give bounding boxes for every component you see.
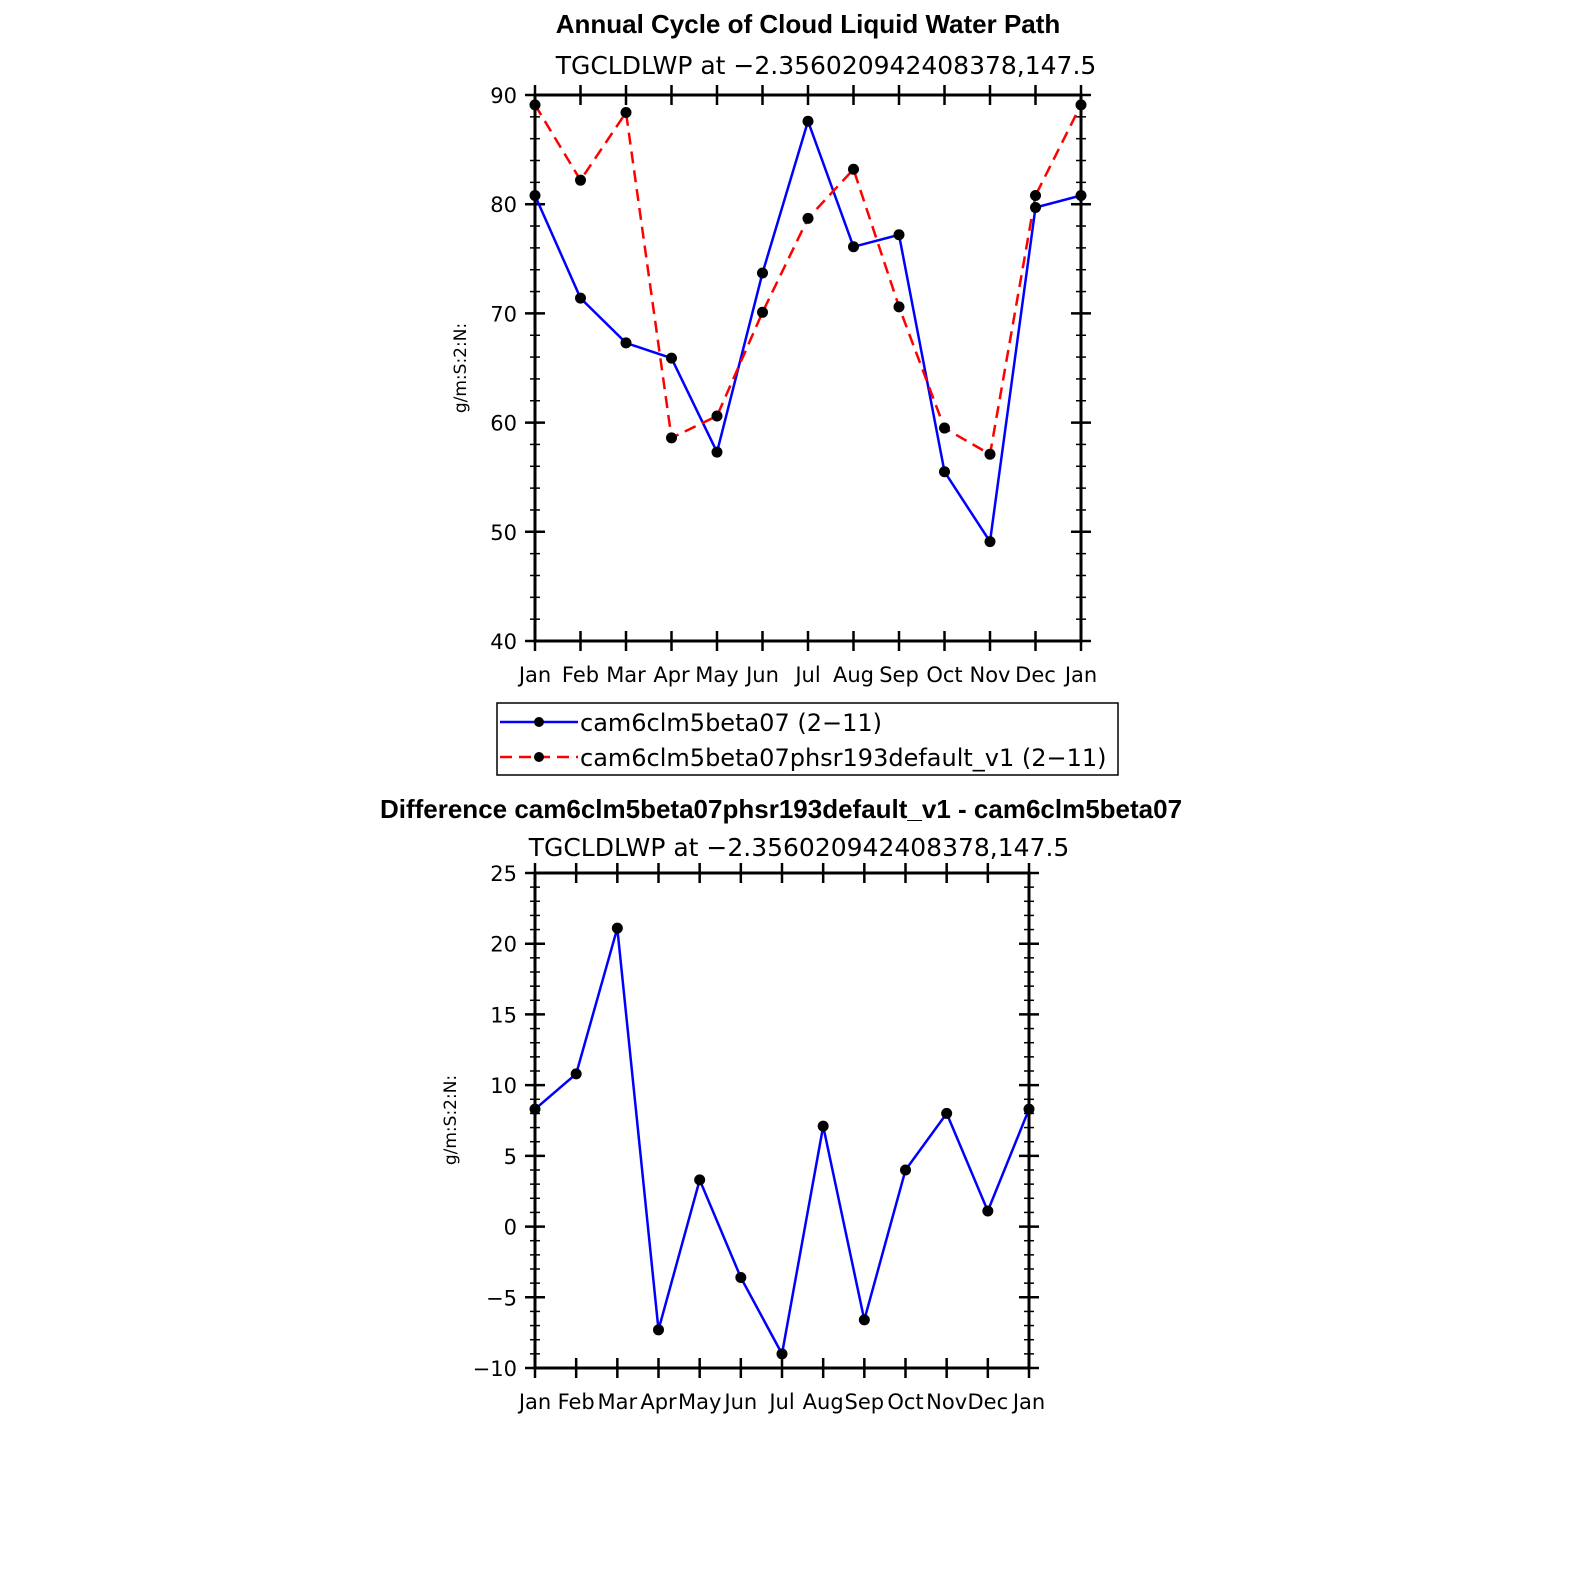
chart2-ylabel: g/m:S:2:N: xyxy=(441,1075,461,1165)
chart2-series-1-point xyxy=(694,1174,706,1186)
chart1-xtick-label: Jan xyxy=(1063,663,1097,687)
chart1-xtick-label: Dec xyxy=(1015,663,1056,687)
chart1-series-1-point xyxy=(1030,201,1041,213)
chart2-xtick-label: May xyxy=(678,1390,721,1414)
chart1-ytick-label: 70 xyxy=(490,302,517,326)
chart1-xtick-label: Mar xyxy=(606,663,646,687)
chart1-frame xyxy=(533,93,1083,643)
chart2-xtick-label: Oct xyxy=(887,1390,923,1414)
chart2-ytick-label: −10 xyxy=(473,1357,517,1381)
chart1-xtick-label: Feb xyxy=(562,663,599,687)
chart1-series-1-point xyxy=(575,292,586,304)
chart1-ytick-label: 90 xyxy=(490,84,517,108)
chart1-series-2-point xyxy=(575,174,586,186)
chart1-series-2-point xyxy=(757,306,768,318)
chart2-series-1-point xyxy=(982,1205,994,1217)
chart1-ytick-label: 50 xyxy=(490,521,517,545)
chart2-ytick-label: 20 xyxy=(490,933,517,957)
chart2-series-1-point xyxy=(817,1120,829,1132)
chart2-xtick-label: Jul xyxy=(767,1390,794,1414)
chart1-series-2-point xyxy=(529,99,541,111)
chart1-xtick-label: Apr xyxy=(653,663,690,687)
chart2-series-1-point xyxy=(570,1068,582,1080)
chart1-ylabel: g/m:S:2:N: xyxy=(451,323,471,413)
chart2-title: Difference cam6clm5beta07phsr193default_… xyxy=(380,794,1182,824)
chart2-subtitle: TGCLDLWP at −2.356020942408378,147.5 xyxy=(528,833,1070,862)
chart2-ytick-label: 10 xyxy=(490,1074,517,1098)
chart2-series-1-point xyxy=(735,1271,747,1283)
chart1-xtick-label: Aug xyxy=(833,663,874,687)
chart1-series-1-point xyxy=(848,241,859,253)
chart1-ytick-label: 60 xyxy=(490,412,517,436)
chart2-xtick-label: Aug xyxy=(803,1390,844,1414)
legend-label-series-1: cam6clm5beta07 (2−11) xyxy=(580,709,882,737)
chart2-xtick-label: Nov xyxy=(926,1390,967,1414)
chart2-series-1-point xyxy=(858,1314,870,1326)
chart1-series-1-point xyxy=(757,267,768,279)
chart1-series-1-point xyxy=(939,466,950,478)
chart2-series-1-point xyxy=(1023,1103,1035,1115)
chart1-series-2-point xyxy=(1030,189,1041,201)
chart1-plot: 40 50 60 70 80 90 Jan Feb Mar Apr May Jun Jul Aug Sep O… xyxy=(490,84,1097,687)
chart1-series-2-line xyxy=(533,104,1083,457)
chart2-series-1-point xyxy=(776,1348,788,1360)
chart1-series-2-point xyxy=(939,422,950,434)
legend-marker-series-2 xyxy=(534,752,544,762)
chart2-plot: −10 −5 0 5 10 15 20 25 Jan Feb Mar Apr May Jun Jul Aug S… xyxy=(473,862,1046,1414)
chart1-series-2-point xyxy=(848,163,859,175)
chart1-title: Annual Cycle of Cloud Liquid Water Path xyxy=(556,9,1061,39)
chart2-xtick-label: Apr xyxy=(640,1390,677,1414)
chart2-ytick-label: 0 xyxy=(504,1216,517,1240)
chart1-series-2-point xyxy=(711,410,723,422)
chart1-ytick-label: 40 xyxy=(490,630,517,654)
legend-label-series-2: cam6clm5beta07phsr193default_v1 (2−11) xyxy=(580,744,1107,772)
legend-marker-series-1 xyxy=(534,717,544,727)
chart2-series-1-point xyxy=(611,922,623,934)
chart1-series-1-point xyxy=(529,189,541,201)
chart1-series-1-point xyxy=(711,446,723,458)
chart2-xtick-label: Jun xyxy=(722,1390,757,1414)
chart1-series-2-point xyxy=(893,301,905,313)
chart1-series-1-point xyxy=(893,229,905,241)
chart2-series-1-point xyxy=(653,1324,664,1336)
chart1-series-1-point xyxy=(1075,189,1087,201)
chart1-xtick-label: Oct xyxy=(926,663,962,687)
chart1-xtick-label: Jul xyxy=(793,663,820,687)
chart1-ytick-label: 80 xyxy=(490,193,517,217)
chart2-series-1-line xyxy=(534,927,1031,1358)
chart1-series-1-point xyxy=(620,337,632,349)
chart2-ytick-label: −5 xyxy=(486,1286,517,1310)
chart1-series-2-point xyxy=(1075,99,1087,111)
chart1-xtick-label: Nov xyxy=(970,663,1011,687)
chart1-subtitle: TGCLDLWP at −2.356020942408378,147.5 xyxy=(555,51,1097,80)
chart2-ytick-label: 5 xyxy=(504,1145,517,1169)
chart1-series-1-point xyxy=(984,536,996,548)
chart2-xtick-label: Sep xyxy=(845,1390,885,1414)
chart1-legend: cam6clm5beta07 (2−11) cam6clm5beta07phsr… xyxy=(496,702,1119,776)
chart2-ytick-label: 25 xyxy=(490,862,517,886)
chart1-xtick-label: Jan xyxy=(517,663,551,687)
chart2-xtick-label: Jan xyxy=(1011,1390,1045,1414)
chart1-xtick-label: Sep xyxy=(879,663,919,687)
chart2-ytick-label: 15 xyxy=(490,1003,517,1027)
chart1-xtick-label: Jun xyxy=(744,663,779,687)
chart2-series-1-point xyxy=(900,1164,911,1176)
chart2-series-1-point xyxy=(529,1103,541,1115)
chart2-frame xyxy=(533,871,1031,1370)
chart1-series-2-point xyxy=(666,432,677,444)
chart1-series-1-point xyxy=(666,352,677,364)
chart1-series-1-line xyxy=(533,117,1082,546)
chart1-series-2-point xyxy=(802,212,814,224)
legend-box xyxy=(496,702,1119,776)
chart1-xtick-label: May xyxy=(695,663,738,687)
chart1-series-1-point xyxy=(802,115,814,127)
chart2-xtick-label: Dec xyxy=(968,1390,1009,1414)
chart1-series-2-point xyxy=(620,106,632,118)
chart1-series-2-point xyxy=(984,448,996,460)
chart2-xtick-label: Jan xyxy=(517,1390,551,1414)
chart2-series-1-point xyxy=(941,1107,953,1119)
chart2-xtick-label: Mar xyxy=(598,1390,638,1414)
chart2-xtick-label: Feb xyxy=(558,1390,595,1414)
